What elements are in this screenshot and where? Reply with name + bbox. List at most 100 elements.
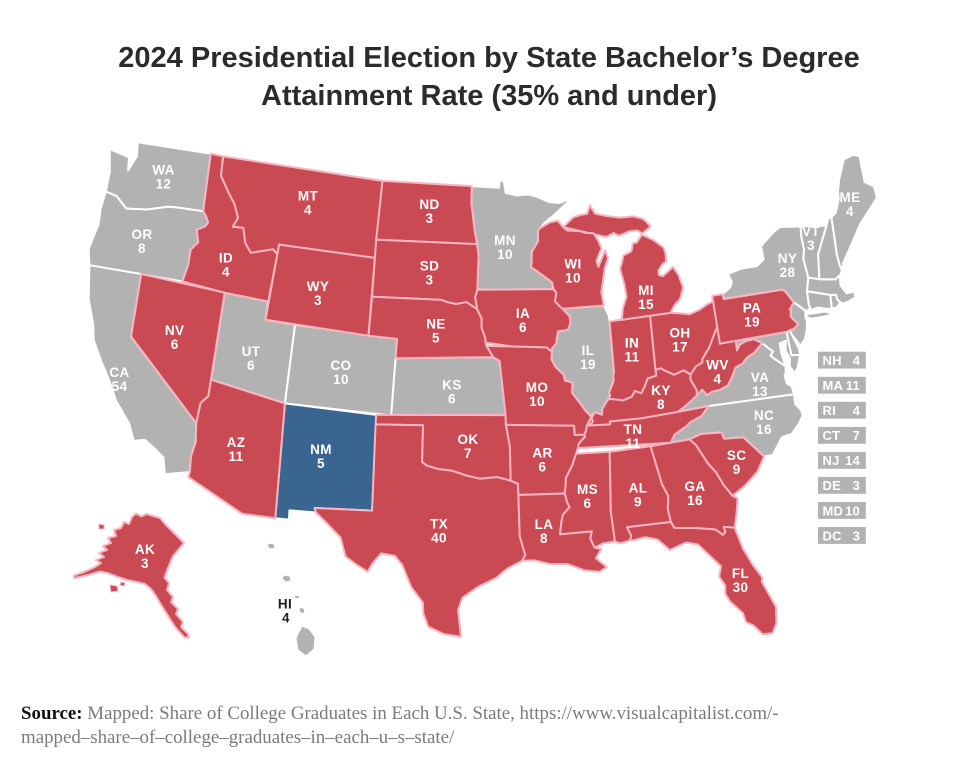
- svg-text:NY: NY: [778, 251, 798, 266]
- svg-text:SD: SD: [420, 258, 440, 273]
- svg-text:5: 5: [317, 456, 325, 471]
- svg-text:6: 6: [247, 358, 255, 373]
- svg-text:4: 4: [853, 403, 861, 418]
- svg-text:FL: FL: [732, 566, 749, 581]
- svg-text:KS: KS: [442, 377, 462, 392]
- svg-text:7: 7: [853, 428, 860, 443]
- svg-text:NM: NM: [310, 442, 332, 457]
- svg-text:3: 3: [853, 528, 860, 543]
- svg-text:NH: NH: [823, 353, 842, 368]
- svg-text:OR: OR: [131, 227, 152, 242]
- svg-text:10: 10: [529, 394, 545, 409]
- svg-text:ME: ME: [839, 190, 860, 205]
- svg-text:MI: MI: [638, 283, 654, 298]
- svg-text:MA: MA: [823, 378, 844, 393]
- svg-text:IL: IL: [582, 343, 595, 358]
- svg-text:AK: AK: [135, 542, 155, 557]
- svg-text:4: 4: [853, 353, 861, 368]
- svg-text:9: 9: [634, 494, 642, 509]
- svg-text:8: 8: [138, 241, 146, 256]
- svg-text:GA: GA: [684, 479, 705, 494]
- svg-text:10: 10: [565, 270, 581, 285]
- svg-text:KY: KY: [651, 383, 671, 398]
- svg-text:HI: HI: [278, 597, 292, 612]
- svg-text:NE: NE: [426, 316, 446, 331]
- svg-text:DC: DC: [823, 528, 843, 543]
- svg-text:40: 40: [431, 530, 447, 545]
- svg-text:CT: CT: [823, 428, 841, 443]
- svg-text:10: 10: [333, 372, 349, 387]
- svg-text:13: 13: [752, 384, 768, 399]
- svg-text:3: 3: [426, 211, 434, 226]
- svg-text:6: 6: [519, 320, 527, 335]
- svg-text:AR: AR: [532, 445, 552, 460]
- svg-text:11: 11: [228, 449, 243, 464]
- svg-text:PA: PA: [743, 300, 762, 315]
- svg-text:DE: DE: [823, 478, 842, 493]
- svg-text:SC: SC: [727, 448, 747, 463]
- svg-text:ID: ID: [219, 250, 233, 265]
- svg-text:10: 10: [497, 247, 513, 262]
- svg-text:MN: MN: [494, 233, 516, 248]
- svg-text:5: 5: [432, 330, 440, 345]
- svg-text:4: 4: [222, 264, 230, 279]
- svg-text:10: 10: [845, 503, 860, 518]
- svg-text:6: 6: [584, 496, 592, 511]
- svg-text:16: 16: [756, 422, 772, 437]
- svg-text:ND: ND: [419, 197, 439, 212]
- svg-text:IA: IA: [516, 306, 530, 321]
- svg-text:6: 6: [539, 459, 547, 474]
- svg-text:8: 8: [657, 397, 665, 412]
- svg-text:NV: NV: [165, 323, 185, 338]
- svg-text:30: 30: [733, 580, 749, 595]
- svg-text:6: 6: [171, 337, 179, 352]
- svg-text:11: 11: [625, 436, 640, 451]
- svg-text:12: 12: [156, 176, 172, 191]
- svg-text:16: 16: [687, 493, 703, 508]
- svg-text:OK: OK: [457, 432, 478, 447]
- svg-text:OH: OH: [669, 325, 690, 340]
- svg-text:17: 17: [672, 339, 688, 354]
- svg-text:CO: CO: [330, 358, 351, 373]
- svg-text:3: 3: [807, 238, 815, 253]
- svg-text:3: 3: [426, 272, 434, 287]
- svg-text:19: 19: [580, 357, 596, 372]
- svg-text:LA: LA: [535, 517, 554, 532]
- svg-text:19: 19: [744, 314, 760, 329]
- svg-text:MS: MS: [577, 482, 598, 497]
- svg-text:MD: MD: [823, 503, 844, 518]
- svg-text:28: 28: [780, 265, 796, 280]
- svg-text:7: 7: [464, 446, 472, 461]
- svg-text:WI: WI: [564, 256, 581, 271]
- svg-text:3: 3: [141, 556, 149, 571]
- svg-text:3: 3: [853, 478, 860, 493]
- svg-text:8: 8: [540, 531, 548, 546]
- svg-text:AZ: AZ: [227, 435, 246, 450]
- svg-text:4: 4: [304, 202, 312, 217]
- svg-text:TX: TX: [430, 516, 448, 531]
- svg-text:WV: WV: [706, 357, 729, 372]
- svg-text:9: 9: [733, 462, 741, 477]
- svg-text:3: 3: [314, 293, 322, 308]
- svg-text:IN: IN: [625, 335, 639, 350]
- svg-text:4: 4: [714, 371, 722, 386]
- svg-text:11: 11: [624, 349, 639, 364]
- svg-text:NC: NC: [754, 408, 774, 423]
- svg-text:14: 14: [845, 453, 860, 468]
- svg-text:UT: UT: [242, 344, 261, 359]
- svg-text:11: 11: [846, 378, 860, 393]
- svg-text:MO: MO: [526, 380, 549, 395]
- svg-text:AL: AL: [629, 480, 648, 495]
- svg-text:NJ: NJ: [823, 453, 840, 468]
- svg-text:TN: TN: [624, 422, 643, 437]
- svg-text:CA: CA: [109, 365, 129, 380]
- svg-text:4: 4: [282, 611, 290, 626]
- svg-text:54: 54: [112, 379, 128, 394]
- svg-text:VA: VA: [751, 370, 770, 385]
- svg-text:RI: RI: [823, 403, 836, 418]
- svg-text:VT: VT: [802, 224, 820, 239]
- svg-text:15: 15: [638, 297, 654, 312]
- svg-text:WA: WA: [152, 162, 175, 177]
- svg-text:6: 6: [448, 391, 456, 406]
- svg-text:4: 4: [846, 204, 854, 219]
